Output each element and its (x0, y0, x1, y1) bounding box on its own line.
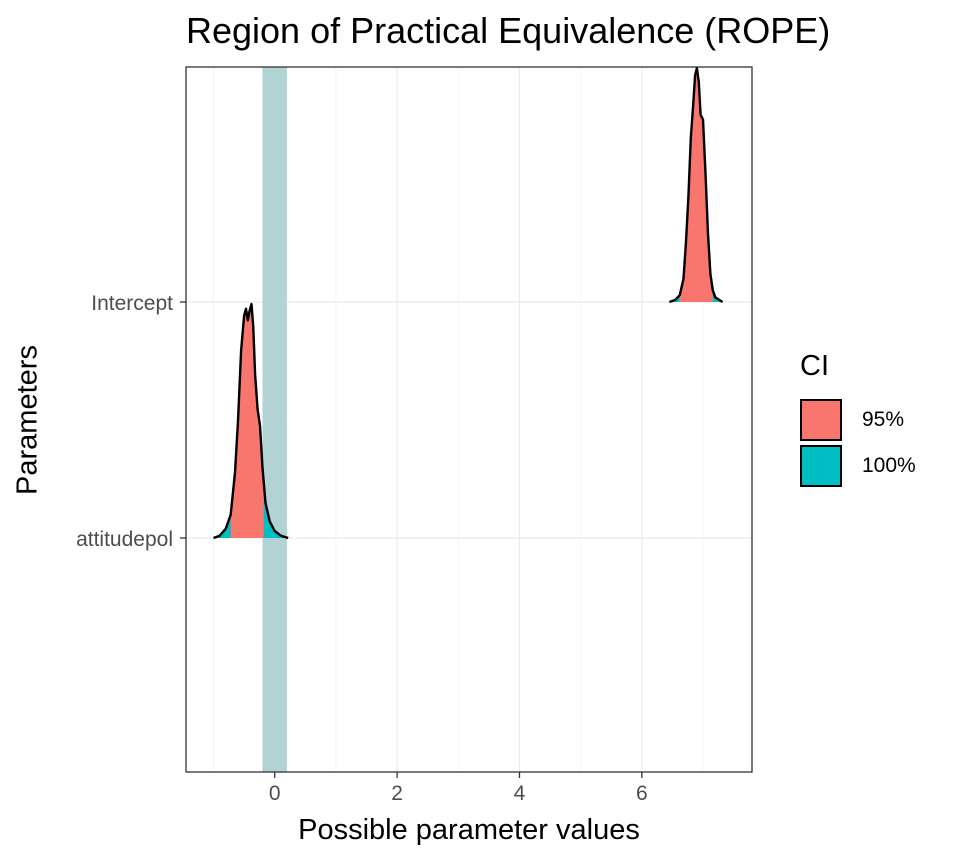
panel-border (185, 66, 753, 773)
legend-item-95: 95% (800, 397, 916, 443)
density-line-intercept (668, 66, 724, 304)
legend-key-100 (800, 445, 842, 487)
x-tick-label: 4 (514, 782, 526, 805)
legend-key-95 (800, 399, 842, 441)
x-axis-label: Possible parameter values (298, 814, 640, 846)
x-tick-label: 0 (269, 782, 281, 805)
x-tick-label: 6 (636, 782, 648, 805)
y-tick-label: Intercept (91, 292, 173, 315)
density-area-95-attitudepol (230, 304, 264, 538)
legend-label-100: 100% (862, 454, 916, 477)
legend: CI 95% 100% (800, 350, 916, 489)
x-tick-label: 2 (391, 782, 403, 805)
rope-band (262, 67, 287, 772)
legend-item-100: 100% (800, 443, 916, 489)
density-area-95-intercept (679, 68, 713, 302)
legend-title: CI (800, 350, 829, 382)
legend-label-95: 95% (862, 408, 905, 431)
chart-title: Region of Practical Equivalence (ROPE) (186, 10, 831, 51)
y-axis-label: Parameters (11, 345, 44, 495)
density-line-attitudepol (213, 302, 289, 540)
y-tick-label: attitudepol (76, 528, 173, 551)
